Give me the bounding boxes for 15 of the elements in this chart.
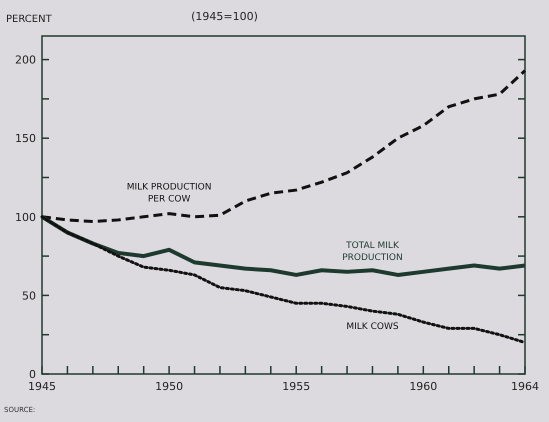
x-tick-label: 1945 [28, 380, 56, 393]
y-tick-label: 0 [29, 368, 36, 381]
series-label: MILK COWS [346, 322, 399, 332]
x-tick-label: 1964 [511, 380, 539, 393]
x-tick-label: 1960 [409, 380, 438, 393]
y-axis-title: PERCENT [6, 14, 53, 25]
series-label: MILK PRODUCTION PER COW [126, 182, 212, 205]
chart-title: (1945=100) [191, 10, 258, 23]
y-tick-label: 100 [15, 210, 36, 224]
y-tick-label: 200 [15, 54, 36, 67]
y-tick-label: 50 [22, 289, 36, 302]
series-label: TOTAL MILK PRODUCTION [342, 241, 403, 264]
x-tick-label: 1950 [155, 380, 184, 393]
x-tick-label: 1955 [282, 380, 310, 393]
y-tick-label: 150 [15, 132, 36, 146]
